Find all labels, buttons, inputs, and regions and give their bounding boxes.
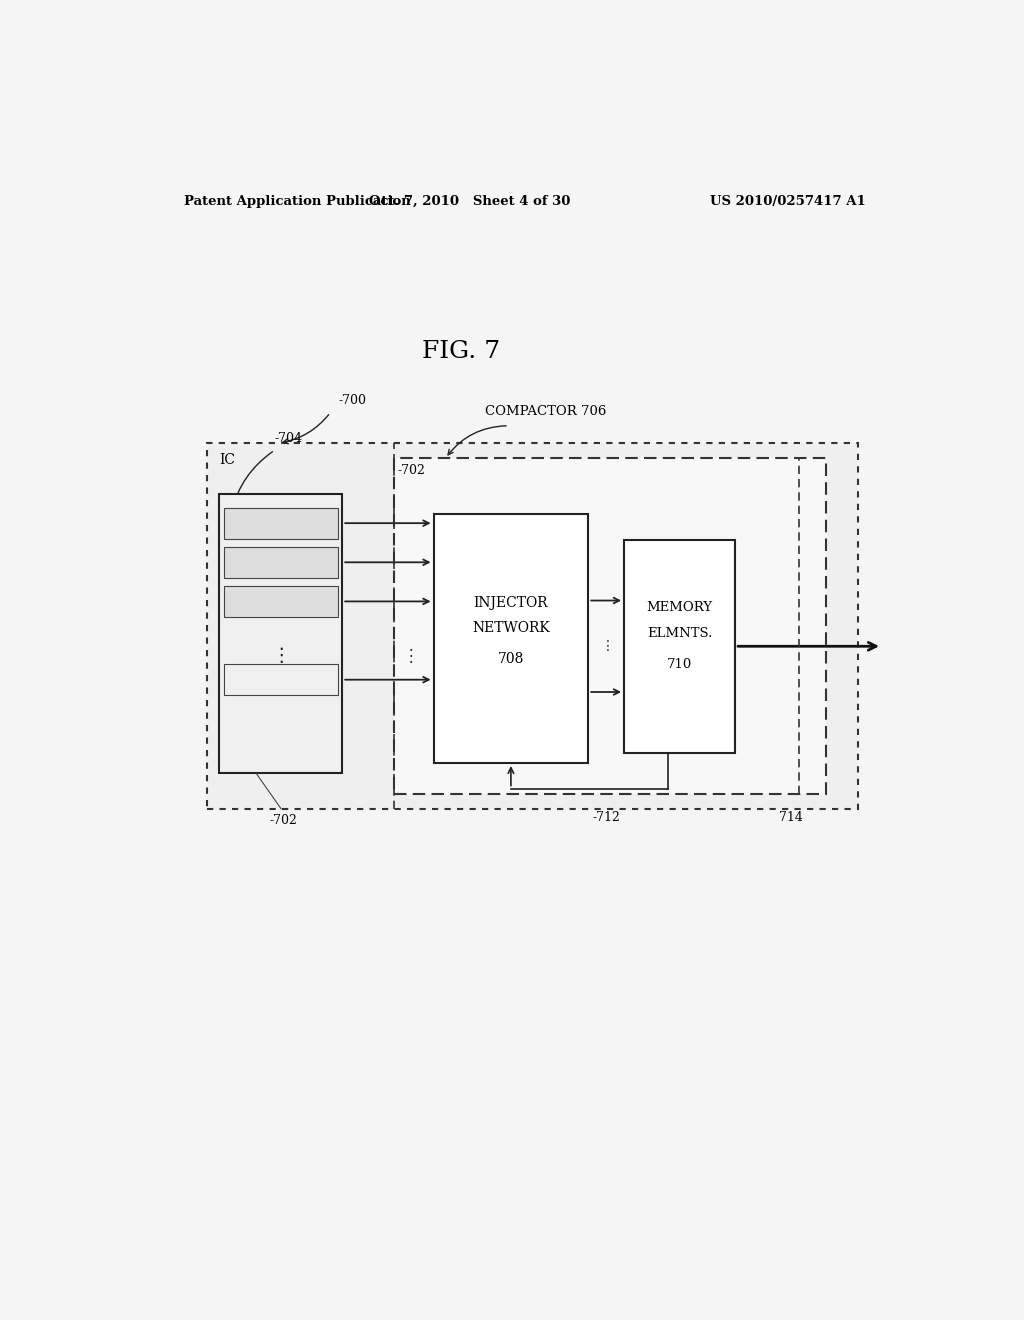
Text: ⋮: ⋮	[601, 639, 615, 653]
Text: INJECTOR: INJECTOR	[473, 597, 548, 610]
Bar	[224, 508, 338, 539]
Text: US 2010/0257417 A1: US 2010/0257417 A1	[711, 194, 866, 207]
Text: ⋮: ⋮	[271, 647, 291, 665]
Text: 714: 714	[778, 810, 803, 824]
Bar	[207, 444, 858, 809]
Text: ELMNTS.: ELMNTS.	[647, 627, 713, 640]
Bar	[624, 540, 735, 752]
Text: MEMORY: MEMORY	[646, 601, 713, 614]
Text: IC: IC	[219, 453, 236, 467]
Text: ⋮: ⋮	[403, 647, 420, 665]
Bar	[224, 586, 338, 616]
Bar	[219, 494, 342, 774]
Text: COMPACTOR 706: COMPACTOR 706	[485, 405, 606, 417]
Text: Patent Application Publication: Patent Application Publication	[183, 194, 411, 207]
Bar	[224, 664, 338, 696]
Text: -702: -702	[269, 814, 297, 826]
Text: 708: 708	[498, 652, 524, 667]
Text: 710: 710	[667, 659, 692, 671]
Text: -704: -704	[274, 432, 303, 445]
Text: FIG. 7: FIG. 7	[422, 341, 501, 363]
Text: -702: -702	[397, 463, 426, 477]
Bar	[394, 458, 826, 793]
Text: -712: -712	[592, 810, 621, 824]
Text: -700: -700	[338, 395, 367, 408]
Bar	[224, 546, 338, 578]
Bar	[433, 515, 588, 763]
Text: Oct. 7, 2010   Sheet 4 of 30: Oct. 7, 2010 Sheet 4 of 30	[369, 194, 570, 207]
Text: NETWORK: NETWORK	[472, 622, 550, 635]
